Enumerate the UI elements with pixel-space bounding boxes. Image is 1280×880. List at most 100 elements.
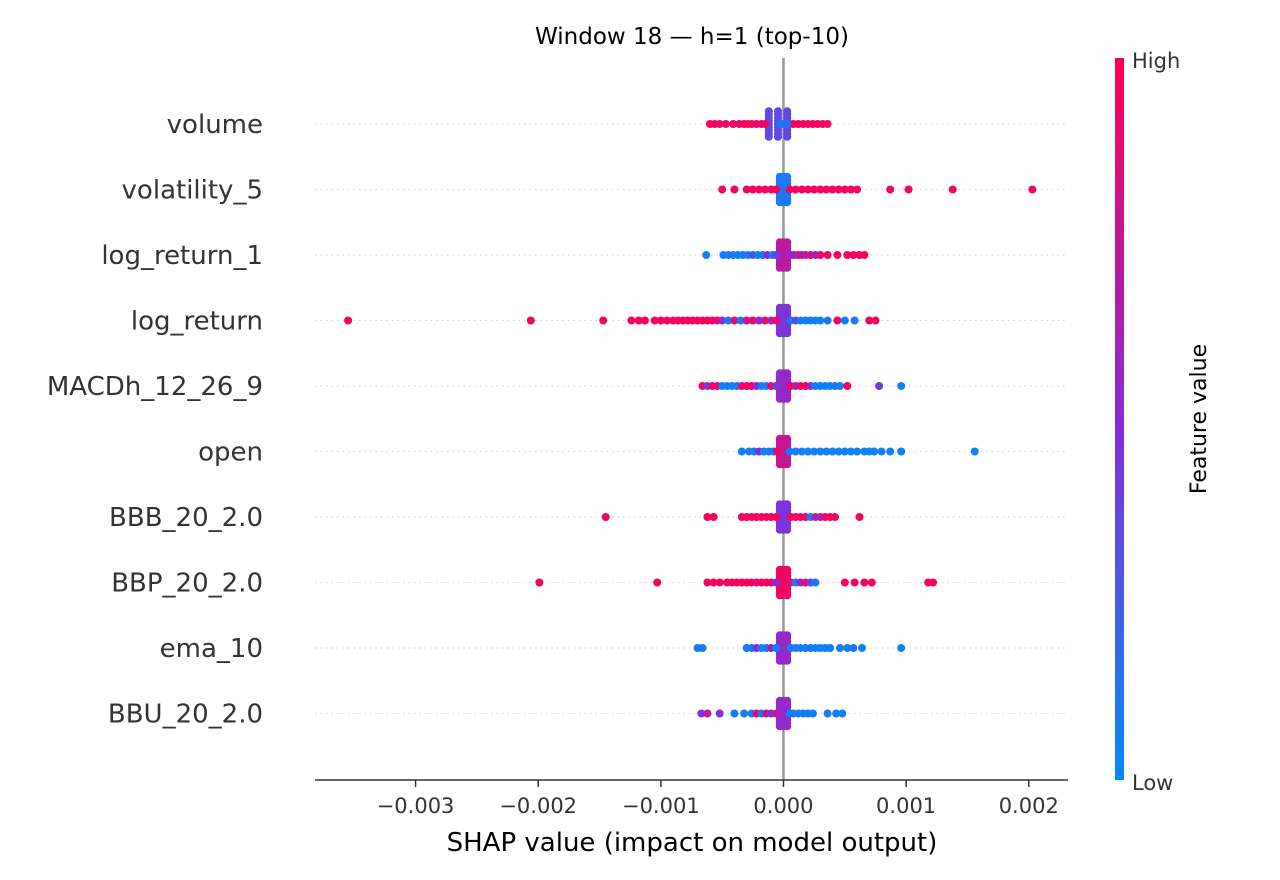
shap-point [721,120,730,128]
x-axis-ticks: −0.003 −0.002 −0.001 0.000 0.001 0.002 [377,780,1059,818]
shap-point [697,709,706,718]
feature-label: BBB_20_2.0 [109,503,263,533]
shap-point [897,644,906,652]
shap-point [526,316,535,325]
shap-point [835,644,844,652]
feature-label: MACDh_12_26_9 [47,372,263,402]
shap-point [772,709,781,718]
shap-point [929,578,938,587]
shap-point [849,251,858,259]
shap-point [703,578,712,587]
x-tick-label: 0.002 [999,794,1059,818]
shap-point [797,447,806,456]
shap-point [772,513,781,521]
shap-point [761,316,770,325]
shap-point [730,185,739,194]
colorbar-high-label: High [1132,49,1180,73]
shap-point [833,251,842,259]
shap-point [850,578,859,587]
shap-point [764,132,773,141]
chart-title: Window 18 — h=1 (top-10) [535,24,849,50]
shap-point [826,644,835,652]
shap-point [742,185,751,194]
shap-point [702,251,711,259]
shap-point [736,316,745,325]
shap-point [772,316,781,325]
shap-point [860,578,869,587]
shap-point [653,578,662,587]
shap-point [742,316,751,325]
shap-point [783,591,792,600]
shap-point [877,447,886,456]
feature-label: BBU_20_2.0 [108,700,263,730]
shap-point [785,447,794,456]
shap-point [849,644,858,652]
feature-rows: volume volatility_5 log_return_1 log_return… [47,58,1068,780]
shap-point [601,513,610,521]
feature-label: log_return_1 [101,241,263,271]
shap-point [783,460,792,469]
shap-point [791,447,800,456]
shap-point [886,447,895,456]
shap-point [1028,185,1037,194]
shap-point [970,447,979,456]
shap-point [772,382,781,390]
shap-point [810,447,819,456]
shap-point [823,120,832,128]
shap-point [783,263,792,272]
shap-point [858,644,866,652]
shap-point [729,120,738,128]
shap-point [791,185,800,194]
shap-point [897,382,906,390]
shap-point [835,382,844,390]
shap-point [831,513,839,521]
shap-point [783,132,792,141]
feature-label: ema_10 [160,634,263,664]
shap-point [709,513,718,521]
shap-point [843,382,852,390]
shap-point [718,316,727,325]
shap-point [715,578,724,587]
shap-point [834,447,843,456]
shap-point [715,120,724,128]
shap-point [703,709,712,718]
shap-point [535,578,544,587]
shap-point [730,316,739,325]
shap-point [724,316,733,325]
shap-point [634,316,643,325]
shap-point [823,709,832,718]
shap-point [650,316,659,325]
shap-point [832,709,841,718]
shap-point [715,709,724,718]
shap-point [843,644,852,652]
shap-point [808,709,817,718]
shap-point [344,316,353,325]
shap-point [948,185,957,194]
shap-point [737,447,746,456]
shap-point [783,394,792,403]
shap-point [656,316,665,325]
shap-point [783,656,792,665]
shap-point [783,722,792,731]
shap-point [853,447,862,456]
shap-point [833,316,842,325]
shap-point [823,251,832,259]
x-axis-label: SHAP value (impact on model output) [447,828,938,858]
shap-point [773,447,782,456]
shap-point [780,120,789,128]
shap-point [740,709,749,718]
shap-point [663,316,671,325]
x-tick-label: −0.003 [377,794,455,818]
shap-point [822,447,831,456]
shap-point [783,329,792,338]
shap-point [804,185,812,194]
shap-point [761,185,770,194]
feature-label: volatility_5 [122,176,263,206]
shap-point [904,185,913,194]
shap-point [823,316,832,325]
shap-point [886,185,895,194]
feature-label: BBP_20_2.0 [111,569,263,599]
shap-point [840,578,849,587]
feature-label: open [198,438,263,468]
